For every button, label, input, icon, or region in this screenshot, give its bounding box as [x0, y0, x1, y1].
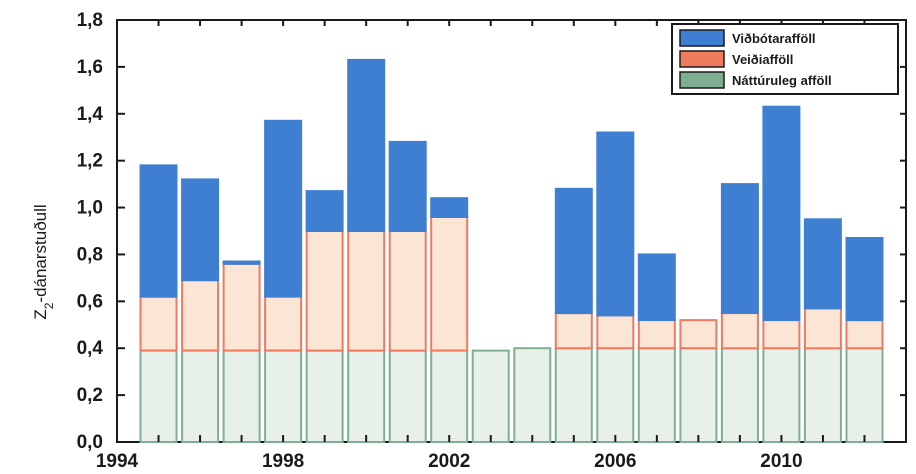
- bar-1998-series-2: [264, 119, 303, 298]
- bar-1998-series-0: [264, 349, 303, 444]
- bar-2000-series-0: [347, 349, 386, 444]
- bar-1995-series-0: [139, 349, 178, 444]
- bar-2000-series-2: [347, 58, 386, 233]
- x-tick-label: 2010: [760, 451, 802, 472]
- legend-swatch-1: [679, 50, 725, 68]
- bar-2009-series-2: [720, 183, 759, 314]
- bar-2010-series-1: [762, 319, 801, 350]
- plot-frame-group: [116, 19, 907, 443]
- bar-2005-series-1: [554, 312, 593, 350]
- x-tick-label: 2006: [594, 451, 636, 472]
- bar-2005-series-0: [554, 347, 593, 444]
- y-tick-label: 0,0: [77, 432, 103, 453]
- y-tick-label: 0,6: [77, 291, 103, 312]
- bar-2007-series-2: [637, 253, 676, 321]
- bar-2011-series-1: [803, 307, 842, 350]
- bar-1999-series-0: [305, 349, 344, 444]
- bar-2010-series-2: [762, 105, 801, 321]
- bar-2007-series-1: [637, 319, 676, 350]
- plot-frame: [116, 19, 907, 443]
- legend-label-1: Veiðiafföll: [732, 52, 793, 67]
- bar-1998-series-1: [264, 295, 303, 352]
- y-tick-label: 0,4: [77, 338, 104, 359]
- bar-1995-series-2: [139, 164, 178, 298]
- x-axis: 1994 1998 2002 2006 2010: [96, 20, 907, 472]
- bar-2002-series-1: [430, 215, 469, 352]
- x-tick-label: 1994: [96, 451, 139, 472]
- bar-1997-series-0: [222, 349, 261, 444]
- bar-2001-series-2: [388, 140, 427, 232]
- y-tick-label: 1,6: [77, 57, 103, 78]
- x-tick-label: 2002: [428, 451, 470, 472]
- bar-2010-series-0: [762, 347, 801, 444]
- bar-2001-series-0: [388, 349, 427, 444]
- bar-2002-series-0: [430, 349, 469, 444]
- y-axis: 0,0 0,2 0,4 0,6 0,8 1,0 1,2 1,4 1,6 1,8: [77, 10, 906, 453]
- bar-1999-series-1: [305, 230, 344, 352]
- y-tick-label: 0,2: [77, 385, 103, 406]
- bar-2012-series-2: [845, 237, 884, 322]
- bar-2002-series-2: [430, 197, 469, 218]
- bar-1997-series-1: [222, 262, 261, 352]
- bar-2008-series-1: [679, 319, 718, 350]
- y-tick-label: 1,4: [77, 104, 104, 125]
- bar-1995-series-1: [139, 295, 178, 352]
- y-tick-label: 1,0: [77, 198, 103, 219]
- bar-2011-series-0: [803, 347, 842, 444]
- y-tick-label: 1,8: [77, 10, 103, 31]
- x-tick-label: 1998: [262, 451, 304, 472]
- bar-2007-series-0: [637, 347, 676, 444]
- bar-2006-series-1: [596, 314, 635, 350]
- y-axis-title: Z2-dánarstuðull: [31, 204, 56, 319]
- legend-swatch-0: [679, 71, 725, 89]
- bar-2009-series-0: [720, 347, 759, 444]
- bars: [139, 58, 884, 444]
- bar-2004-series-0: [513, 347, 552, 444]
- bar-1996-series-0: [181, 349, 220, 444]
- legend: Viðbótarafföll Veiðiafföll Náttúruleg affö…: [671, 23, 899, 95]
- bar-2000-series-1: [347, 230, 386, 352]
- bar-2008-series-0: [679, 347, 718, 444]
- bar-2003-series-0: [471, 349, 510, 444]
- legend-swatch-2: [679, 29, 725, 47]
- legend-label-0: Náttúruleg afföll: [732, 73, 832, 88]
- bar-2005-series-2: [554, 187, 593, 315]
- bar-1999-series-2: [305, 190, 344, 233]
- bar-1997-series-2: [222, 260, 261, 265]
- bar-2012-series-0: [845, 347, 884, 444]
- legend-label-2: Viðbótarafföll: [732, 31, 816, 46]
- bar-2001-series-1: [388, 230, 427, 352]
- y-tick-label: 1,2: [77, 151, 103, 172]
- bar-2011-series-2: [803, 218, 842, 310]
- bar-2012-series-1: [845, 319, 884, 350]
- bar-2006-series-2: [596, 131, 635, 317]
- bar-1996-series-2: [181, 178, 220, 282]
- bar-2009-series-1: [720, 312, 759, 350]
- y-tick-label: 0,8: [77, 244, 103, 265]
- bar-2006-series-0: [596, 347, 635, 444]
- bar-1996-series-1: [181, 279, 220, 352]
